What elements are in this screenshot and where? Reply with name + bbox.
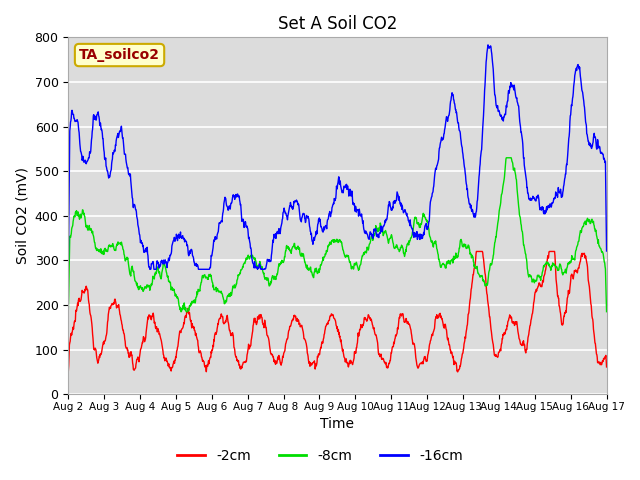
-2cm: [421, 354, 429, 360]
-8cm: [171, 290, 179, 296]
-16cm: [65, 265, 72, 271]
-2cm: [184, 306, 192, 312]
-16cm: [492, 100, 500, 106]
-16cm: [484, 42, 492, 48]
-16cm: [421, 223, 429, 228]
X-axis label: Time: Time: [321, 418, 355, 432]
-8cm: [65, 309, 72, 314]
-2cm: [472, 249, 480, 254]
-2cm: [244, 346, 252, 351]
-8cm: [421, 214, 429, 220]
-8cm: [244, 252, 252, 258]
-16cm: [146, 266, 154, 272]
-8cm: [603, 309, 611, 314]
-2cm: [492, 353, 499, 359]
Title: Set A Soil CO2: Set A Soil CO2: [278, 15, 397, 33]
-2cm: [65, 369, 72, 375]
-16cm: [244, 236, 252, 241]
Line: -2cm: -2cm: [68, 252, 607, 372]
-8cm: [539, 267, 547, 273]
-16cm: [184, 252, 192, 257]
-8cm: [492, 239, 499, 245]
Legend: -2cm, -8cm, -16cm: -2cm, -8cm, -16cm: [172, 443, 468, 468]
Line: -16cm: -16cm: [68, 45, 607, 269]
-16cm: [603, 248, 611, 254]
Y-axis label: Soil CO2 (mV): Soil CO2 (mV): [15, 167, 29, 264]
-2cm: [171, 357, 179, 363]
-16cm: [540, 209, 547, 215]
-8cm: [184, 307, 192, 313]
Text: TA_soilco2: TA_soilco2: [79, 48, 160, 62]
-2cm: [603, 364, 611, 370]
Line: -8cm: -8cm: [68, 158, 607, 312]
-8cm: [502, 155, 510, 161]
-2cm: [539, 277, 547, 283]
-16cm: [172, 237, 179, 242]
